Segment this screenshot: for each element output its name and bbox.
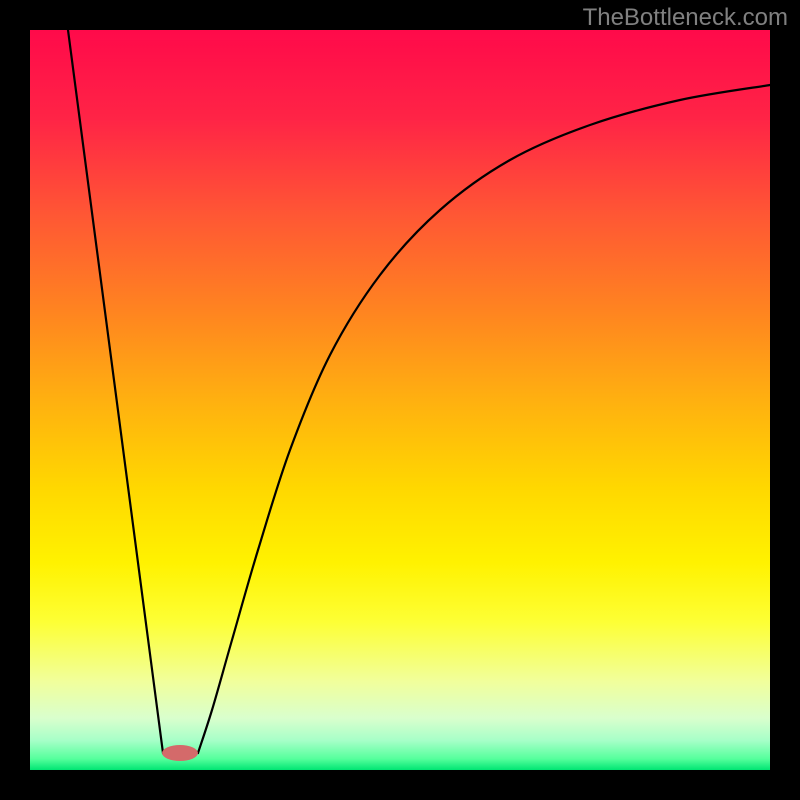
bottleneck-chart bbox=[0, 0, 800, 800]
optimal-marker bbox=[162, 745, 198, 761]
chart-container: { "watermark": "TheBottleneck.com", "cha… bbox=[0, 0, 800, 800]
watermark-text: TheBottleneck.com bbox=[583, 4, 788, 32]
plot-background bbox=[30, 30, 770, 770]
